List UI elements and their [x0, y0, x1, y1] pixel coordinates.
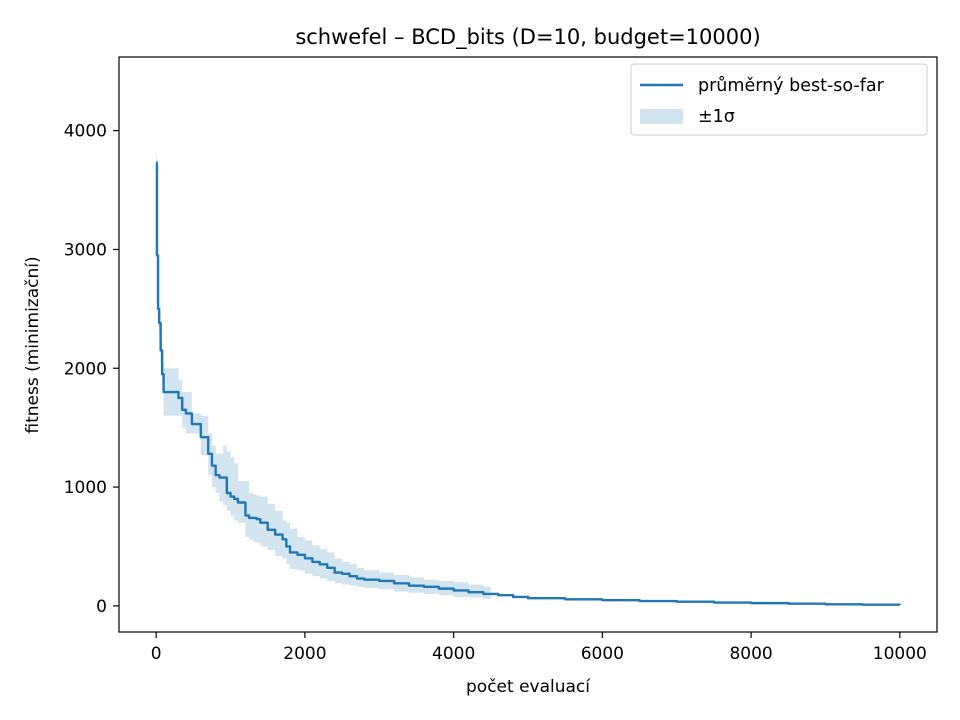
legend-band-label: ±1σ [698, 107, 735, 127]
plot-area [155, 154, 902, 606]
y-tick-label: 0 [96, 597, 107, 617]
legend: průměrný best-so-far ±1σ [630, 63, 928, 136]
x-tick-label: 6000 [581, 644, 624, 664]
x-tick-label: 0 [151, 644, 162, 664]
y-axis: 0 1000 2000 3000 4000 [64, 122, 119, 617]
mean-line [155, 161, 902, 606]
legend-band-swatch [640, 109, 683, 124]
y-tick-label: 2000 [64, 359, 107, 379]
x-axis-title: počet evaluací [466, 677, 591, 697]
y-tick-label: 4000 [64, 122, 107, 142]
x-tick-label: 2000 [283, 644, 326, 664]
x-tick-label: 4000 [432, 644, 475, 664]
x-tick-label: 8000 [729, 644, 772, 664]
legend-line-label: průměrný best-so-far [698, 76, 885, 96]
chart-title: schwefel – BCD_bits (D=10, budget=10000) [295, 25, 760, 50]
y-axis-title: fitness (minimizační) [23, 256, 43, 433]
x-tick-label: 10000 [873, 644, 927, 664]
y-tick-label: 3000 [64, 240, 107, 260]
axes-frame [118, 56, 938, 633]
y-tick-label: 1000 [64, 478, 107, 498]
legend-box [630, 63, 928, 136]
x-axis: 0 2000 4000 6000 8000 10000 [151, 632, 927, 664]
